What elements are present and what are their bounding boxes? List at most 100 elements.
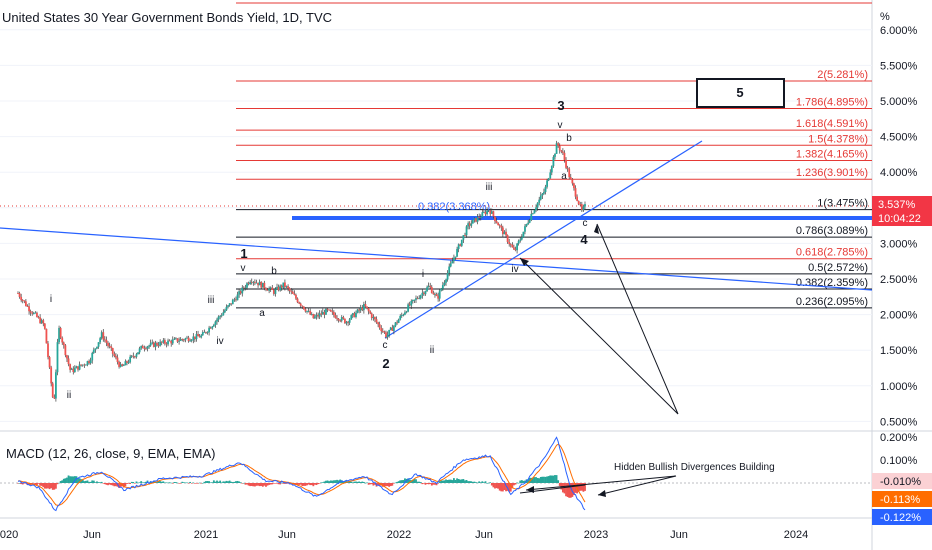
candle-body bbox=[291, 291, 294, 294]
candle-body bbox=[520, 237, 523, 240]
candle-body bbox=[533, 210, 536, 214]
macd-histogram-bar bbox=[418, 481, 421, 483]
candle-body bbox=[285, 286, 288, 288]
macd-histogram-bar bbox=[133, 483, 136, 484]
candle-body bbox=[309, 310, 312, 315]
macd-histogram-bar bbox=[64, 478, 67, 483]
price-tick-label: 0.500% bbox=[880, 416, 918, 428]
macd-histogram-bar bbox=[321, 482, 324, 483]
candle-body bbox=[67, 358, 70, 365]
macd-histogram-bar bbox=[140, 481, 143, 483]
candle-body bbox=[182, 339, 185, 341]
macd-histogram-bar bbox=[470, 481, 473, 483]
macd-histogram-bar bbox=[386, 483, 389, 487]
macd-histogram-bar bbox=[558, 483, 561, 486]
candle-body bbox=[206, 332, 209, 333]
price-candles bbox=[17, 140, 586, 402]
macd-histogram-bar bbox=[83, 481, 86, 483]
macd-histogram-bar bbox=[579, 483, 582, 491]
macd-histogram-bar bbox=[103, 483, 106, 485]
candle-body bbox=[249, 282, 252, 285]
candle-body bbox=[555, 143, 558, 154]
candle-body bbox=[471, 219, 474, 224]
candle-body bbox=[353, 313, 356, 318]
macd-histogram-bar bbox=[306, 483, 308, 486]
macd-histogram-bar bbox=[280, 482, 283, 484]
macd-scale[interactable]: 0.200% 0.100% -0.010% -0.113% -0.122% bbox=[872, 432, 932, 525]
candle-body bbox=[61, 337, 64, 343]
macd-histogram-bar bbox=[86, 480, 89, 483]
macd-histogram-bar bbox=[495, 483, 498, 489]
macd-histogram-bar bbox=[119, 483, 122, 487]
macd-histogram-bar bbox=[130, 481, 133, 483]
candle-body bbox=[159, 341, 162, 346]
macd-histogram-bar bbox=[62, 478, 65, 483]
macd-histogram-bar bbox=[315, 483, 318, 486]
candle-body bbox=[201, 332, 204, 336]
wave-label-minor: iv bbox=[511, 264, 518, 275]
candle-body bbox=[344, 318, 346, 324]
candle-body bbox=[334, 315, 337, 319]
fib-level-label: 1(3.475%) bbox=[817, 198, 868, 210]
candle-body bbox=[178, 340, 180, 342]
candle-body bbox=[293, 293, 296, 296]
price-tick-label: 2.500% bbox=[880, 274, 918, 286]
macd-histogram-bar bbox=[328, 481, 331, 483]
candle-body bbox=[362, 304, 365, 311]
macd-histogram-bar bbox=[42, 483, 45, 488]
macd-histogram-bar bbox=[47, 483, 49, 489]
macd-histogram-bar bbox=[490, 483, 493, 486]
candle-body bbox=[457, 244, 460, 249]
macd-histogram-bar bbox=[392, 483, 395, 484]
macd-histogram-bar bbox=[369, 483, 372, 485]
candle-body bbox=[149, 342, 152, 346]
wave-5-box bbox=[696, 78, 785, 108]
macd-histogram-bar bbox=[265, 483, 267, 487]
candle-body bbox=[538, 199, 541, 203]
candle-body bbox=[233, 299, 236, 301]
candle-body bbox=[141, 345, 144, 349]
candle-body bbox=[522, 231, 525, 238]
macd-histogram-bar bbox=[111, 483, 114, 486]
wave-label-minor: c bbox=[583, 218, 588, 229]
time-tick-label: 2022 bbox=[387, 529, 411, 541]
candle-body bbox=[536, 202, 539, 208]
candle-body bbox=[407, 304, 410, 312]
candle-body bbox=[571, 179, 574, 184]
price-scale[interactable]: 6.000%5.500%5.000%4.500%4.000%3.500%3.00… bbox=[880, 25, 918, 429]
candle-body bbox=[374, 316, 376, 320]
candle-body bbox=[443, 282, 446, 286]
time-axis[interactable]: 2020 Jun 2021 Jun 2022 Jun 2023 Jun 2024 bbox=[0, 529, 808, 541]
candle-body bbox=[541, 193, 544, 196]
candle-body bbox=[96, 346, 98, 349]
macd-histogram-bar bbox=[498, 483, 501, 491]
macd-histogram-bar bbox=[459, 479, 462, 483]
candle-body bbox=[154, 343, 157, 347]
macd-histogram-bar bbox=[56, 483, 59, 485]
macd-histogram-bar bbox=[212, 480, 215, 483]
macd-histogram-bar bbox=[186, 482, 188, 484]
candle-body bbox=[544, 186, 547, 193]
divergence-trend-line bbox=[519, 484, 586, 494]
macd-histogram-bar bbox=[165, 482, 168, 484]
macd-histogram-bar bbox=[549, 475, 552, 483]
macd-histogram-bar bbox=[279, 483, 282, 485]
wave-5-box-label: 5 bbox=[736, 85, 743, 100]
macd-histogram-bar bbox=[475, 482, 477, 483]
macd-histogram-bar bbox=[430, 483, 433, 486]
candle-body bbox=[419, 295, 422, 299]
macd-histogram-bar bbox=[574, 483, 577, 493]
macd-histogram-bar bbox=[456, 478, 458, 483]
macd-histogram-bar bbox=[353, 481, 356, 483]
candle-body bbox=[310, 314, 313, 315]
macd-histogram-bar bbox=[511, 483, 514, 489]
candle-body bbox=[340, 317, 343, 321]
macd-histogram-bar bbox=[51, 483, 54, 490]
macd-histogram-bar bbox=[385, 483, 387, 487]
candle-body bbox=[388, 329, 391, 335]
macd-histogram-bar bbox=[388, 483, 391, 487]
candle-body bbox=[454, 256, 457, 258]
macd-histogram-bar bbox=[460, 479, 463, 483]
candle-body bbox=[156, 343, 158, 346]
wave-label-minor: b bbox=[566, 133, 572, 144]
